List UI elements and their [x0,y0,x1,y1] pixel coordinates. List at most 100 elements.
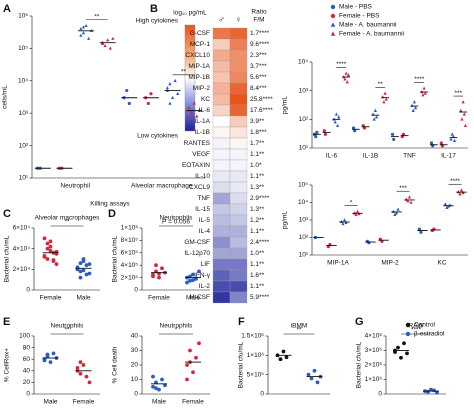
data-point [48,248,53,253]
row-label: MIP-2 [193,85,211,92]
data-point [176,91,180,95]
y-tick-label: 2×10⁴ [13,266,31,273]
data-point [81,363,86,367]
data-point [125,88,129,93]
data-point [346,73,351,77]
data-point [75,366,80,370]
row-label: IL-6 [199,107,211,114]
y-tick-label: 2×10⁶ [365,362,383,369]
legend-marker [330,22,336,27]
heatmap-cell [212,247,231,260]
data-point [127,101,131,106]
ratio-label: 3.7*** [250,63,267,70]
data-point [334,112,338,116]
data-point [81,25,86,29]
panel-label: E [3,316,10,328]
row-label: LIF [201,261,210,268]
heatmap-cell [212,192,231,205]
data-point [399,355,403,360]
y-tick-label: 1×10⁶ [247,352,265,359]
legend-marker [330,31,336,36]
heatmap-cell [229,181,248,194]
data-point [54,262,59,267]
data-point [188,348,192,353]
ratio-label: 1.1** [250,228,265,235]
heatmap-cell [212,71,231,84]
panel-label: B [150,3,158,15]
data-point [409,200,413,204]
heatmap-cell [229,27,248,40]
data-point [394,211,399,215]
significance-label: ** [296,327,302,334]
data-point [78,261,83,266]
row-label: IL-10 [195,173,210,180]
data-point [429,141,434,145]
panel-title: RAW [409,323,425,330]
data-point [168,101,172,105]
heatmap-cell [212,291,231,304]
heatmap-cell [212,170,231,183]
data-point [81,268,86,273]
x-tick-label: Female [40,295,62,302]
data-point [87,262,92,267]
data-point [342,218,347,222]
y-tick-label: 40 [131,333,139,340]
heatmap-cell [229,159,248,172]
data-point [187,116,191,120]
row-label: RANTES [184,140,211,147]
data-point [419,230,423,234]
row-label: IL-4 [199,228,211,235]
heatmap-cell [229,203,248,216]
y-tick-label: 4×10⁵ [121,262,139,269]
row-label: IFN-γ [194,272,211,279]
y-axis-label: Bacterial cfu/mL [356,341,363,388]
data-point [435,390,439,395]
y-tick-label: 100 [19,333,30,340]
data-point [456,190,460,194]
data-point [439,141,443,145]
data-point [393,212,397,217]
data-point [384,97,388,101]
data-point [402,341,406,346]
data-point [337,115,341,119]
heatmap-cell [229,214,248,227]
data-point [460,117,464,121]
panel-title: Alveolar macrophages [35,215,100,222]
significance-label: * [350,199,353,206]
data-point [449,137,453,141]
data-point [108,46,112,50]
heatmap-cell [229,115,248,128]
ratio-label: 2.3*** [250,52,267,59]
data-point [42,358,47,363]
heatmap-cell [212,93,231,106]
heatmap-cell [212,181,231,194]
data-point [197,341,201,346]
y-tick-label: 20 [23,379,31,386]
heatmap-cell [212,269,231,282]
section-label: Killing assays [90,201,130,208]
ratio-label: 1.1** [250,283,265,290]
data-point [170,95,175,100]
heatmap-cell [229,192,248,205]
data-point [81,31,86,35]
data-point [407,195,412,199]
ratio-label: 1.8*** [250,129,267,136]
heatmap-cell [229,247,248,260]
colorbar [184,24,196,132]
data-point [278,357,283,362]
data-point [163,383,167,388]
row-label: MIP-1B [188,74,210,81]
x-tick-label: MIP-2 [381,260,399,267]
data-point [81,259,86,263]
heatmap-cell [212,115,231,128]
y-tick-label: 4×10⁶ [365,333,383,340]
significance-label: ** [64,219,70,226]
y-tick-label: 8×10⁵ [121,237,139,244]
ratio-label: 1.3** [250,206,265,213]
y-axis-label: Bacterial cfu/mL [4,235,11,282]
data-point [187,105,191,109]
significance-label: * [175,327,178,334]
x-tick-label: Male [76,295,90,302]
data-point [160,266,164,271]
